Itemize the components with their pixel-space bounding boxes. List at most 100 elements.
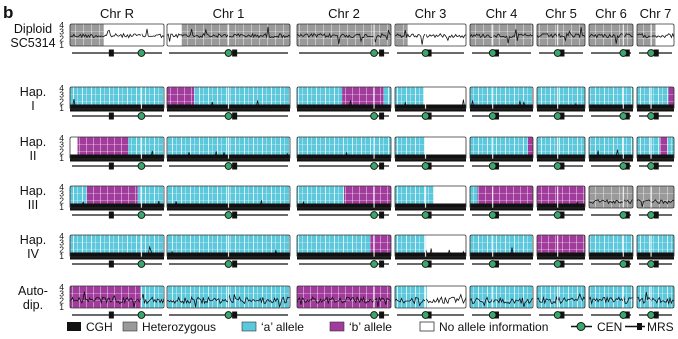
cgh-band bbox=[589, 252, 633, 260]
mrs-marker bbox=[653, 49, 659, 57]
chromosome-frame bbox=[588, 23, 634, 47]
cgh-trace bbox=[469, 29, 534, 44]
legend-none-swatch bbox=[419, 321, 435, 332]
cgh-trace bbox=[296, 295, 392, 308]
chromosome-headers: Chr R Chr 1 Chr 2 Chr 3 Chr 4 Chr 5 Chr 6 Chr 7 bbox=[100, 6, 671, 21]
cgh-trace bbox=[469, 100, 534, 109]
chromosome-frame bbox=[536, 234, 586, 258]
chromosome-frame bbox=[536, 285, 586, 309]
chromosome-panel bbox=[536, 185, 586, 219]
track-label: IV bbox=[27, 247, 39, 261]
legend-mrs-label: MRS bbox=[647, 320, 674, 334]
mrs-marker bbox=[379, 49, 385, 57]
cgh-trace bbox=[296, 200, 391, 208]
mrs-marker bbox=[108, 311, 114, 319]
cen-marker bbox=[421, 260, 430, 268]
mrs-marker bbox=[559, 260, 565, 268]
legend-cgh-label: CGH bbox=[86, 320, 113, 334]
chromosome-panel bbox=[588, 136, 634, 170]
chromosome-frame bbox=[536, 136, 586, 160]
cen-marker bbox=[553, 49, 562, 57]
chromosome-frame bbox=[636, 234, 675, 258]
y-tick-label: 4 bbox=[59, 182, 64, 192]
cgh-trace bbox=[588, 199, 634, 205]
allele-region bbox=[637, 286, 674, 308]
allele-region bbox=[344, 186, 391, 208]
y-tick-label: 3 bbox=[59, 189, 64, 199]
y-tick-label: 3 bbox=[59, 90, 64, 100]
allele-region bbox=[194, 87, 290, 109]
cgh-trace bbox=[636, 105, 674, 109]
allele-region bbox=[181, 24, 239, 46]
cgh-trace bbox=[589, 105, 634, 109]
chromosome-panel bbox=[469, 23, 534, 57]
cen-marker bbox=[488, 311, 497, 319]
chromosome-frame bbox=[166, 136, 291, 160]
cgh-trace bbox=[69, 245, 165, 257]
allele-region bbox=[637, 235, 674, 257]
y-tick-label: 2 bbox=[59, 295, 64, 305]
track-label: Hap. bbox=[20, 184, 46, 198]
y-tick-label: 3 bbox=[59, 238, 64, 248]
cen-marker bbox=[224, 260, 233, 268]
cen-marker bbox=[370, 211, 378, 219]
legend-a-label: ‘a’ allele bbox=[261, 320, 304, 334]
mrs-marker bbox=[232, 112, 238, 120]
cgh-trace bbox=[636, 292, 675, 306]
cen-marker bbox=[619, 211, 628, 219]
y-tick-label: 4 bbox=[59, 20, 64, 30]
chromosome-panel bbox=[636, 285, 675, 319]
chromosome-header: Chr 5 bbox=[545, 6, 577, 21]
allele-region bbox=[395, 186, 435, 208]
chromosome-frame bbox=[166, 23, 291, 47]
allele-region bbox=[297, 235, 371, 257]
chromosome-header: Chr R bbox=[100, 6, 134, 21]
chromosome-frame bbox=[69, 285, 165, 309]
chromosome-header: Chr 3 bbox=[415, 6, 447, 21]
chromosome-panel bbox=[588, 86, 634, 120]
chromosome-frame bbox=[469, 185, 534, 209]
chromosome-panel bbox=[166, 136, 291, 170]
allele-region bbox=[667, 137, 674, 159]
allele-region bbox=[86, 186, 138, 208]
legend-het-swatch bbox=[122, 321, 138, 332]
cgh-band bbox=[395, 252, 466, 260]
legend: CGH Heterozygous ‘a’ allele ‘b’ allele N… bbox=[67, 320, 674, 334]
chromosome-panel bbox=[394, 185, 467, 219]
cgh-trace bbox=[470, 247, 534, 257]
chromosome-panel bbox=[636, 185, 675, 219]
chromosome-frame bbox=[588, 234, 634, 258]
cgh-trace bbox=[394, 30, 467, 45]
y-tick-label: 1 bbox=[59, 302, 64, 312]
chromosome-panel bbox=[166, 285, 291, 319]
allele-region bbox=[423, 87, 466, 109]
mrs-marker bbox=[559, 162, 565, 170]
mrs-marker bbox=[624, 311, 630, 319]
mrs-marker bbox=[624, 260, 630, 268]
allele-region bbox=[426, 286, 466, 308]
cgh-trace bbox=[394, 293, 467, 307]
cen-marker bbox=[370, 311, 378, 319]
cgh-trace bbox=[636, 32, 675, 39]
chromosome-panel bbox=[536, 285, 586, 319]
allele-region bbox=[297, 286, 391, 308]
y-tick-label: 4 bbox=[59, 231, 64, 241]
chromosome-panel bbox=[536, 234, 586, 268]
cen-marker bbox=[421, 211, 430, 219]
y-tick-label: 3 bbox=[59, 289, 64, 299]
mrs-marker bbox=[232, 162, 238, 170]
cen-marker bbox=[553, 311, 562, 319]
allele-region bbox=[589, 286, 633, 308]
cen-marker bbox=[421, 162, 430, 170]
y-tick-label: 3 bbox=[59, 140, 64, 150]
cgh-trace bbox=[589, 253, 634, 257]
chromosome-panel bbox=[636, 86, 675, 120]
mrs-marker bbox=[232, 49, 238, 57]
chromosome-frame bbox=[394, 185, 467, 209]
chromosome-panel bbox=[394, 285, 467, 319]
cgh-trace bbox=[537, 102, 586, 109]
chromosome-panel bbox=[588, 23, 634, 57]
